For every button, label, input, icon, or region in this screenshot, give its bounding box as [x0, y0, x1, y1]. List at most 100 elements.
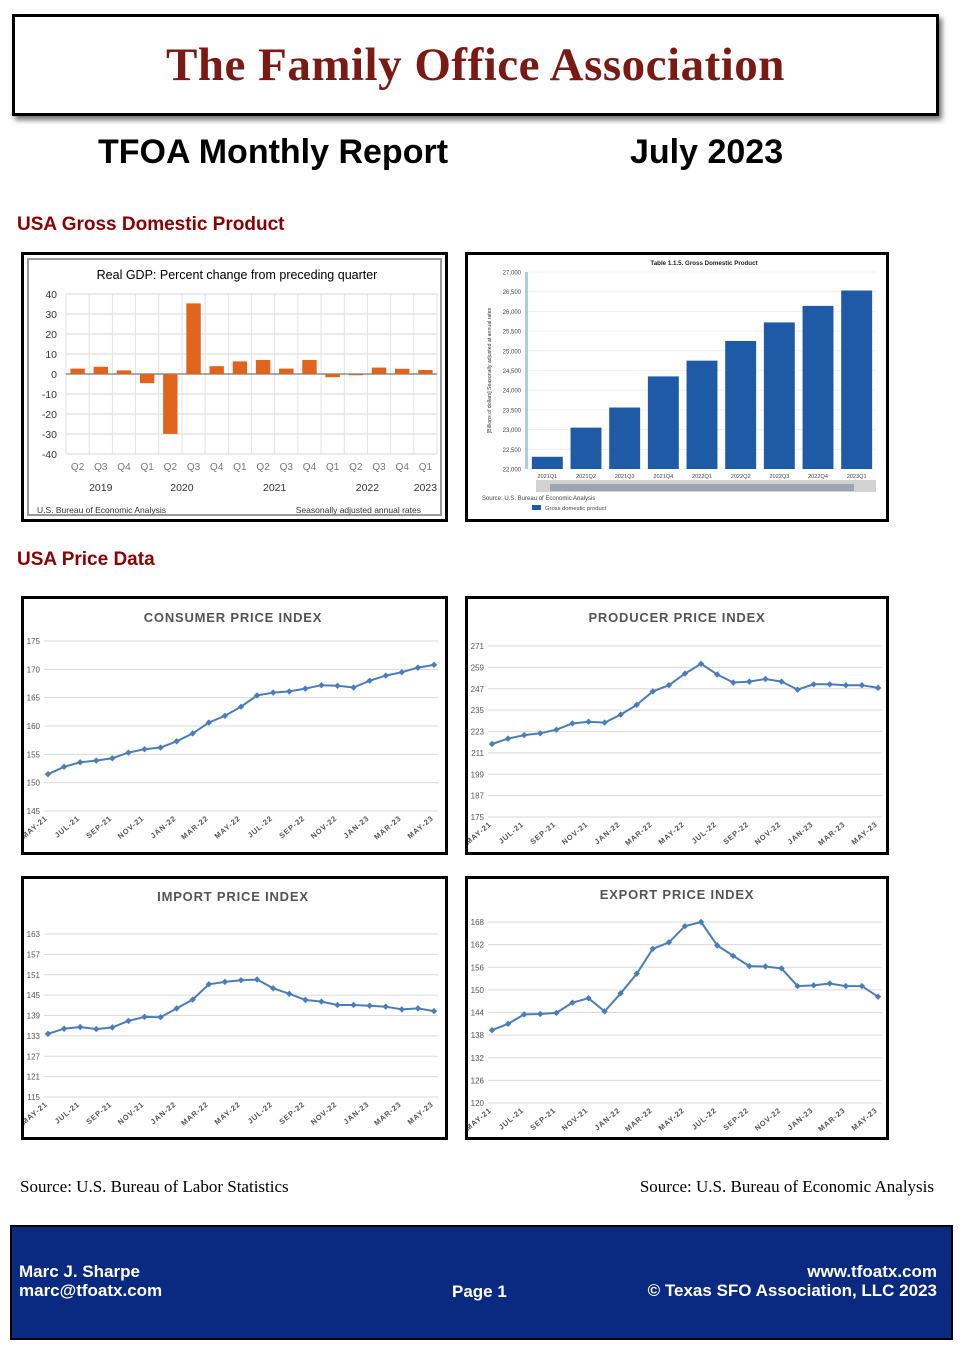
ppi-xtick: MAR-22 [623, 820, 654, 848]
exp-point [504, 1020, 512, 1028]
ppi-point [649, 688, 657, 695]
gdp-change-quarter-label: Q3 [280, 462, 294, 473]
gdp-change-bar [325, 374, 340, 378]
cpi-point [157, 744, 164, 751]
gdp-level-ytick: 26,500 [503, 290, 522, 296]
org-name: The Family Office Association [166, 39, 785, 91]
exp-point [874, 993, 882, 1000]
gdp-change-quarter-label: Q3 [372, 462, 386, 473]
imp-point [141, 1013, 148, 1021]
ppi-point [633, 701, 640, 708]
imp-xtick: JUL-21 [53, 1100, 82, 1126]
imp-xtick: MAY-22 [213, 1100, 243, 1127]
cpi-chart: CONSUMER PRICE INDEX 145 150 155 160 165 170 17… [24, 610, 438, 842]
imp-xtick: MAR-22 [179, 1100, 210, 1128]
exp-point [762, 963, 769, 970]
ppi-point [504, 735, 512, 742]
gdp-level-chart-panel: Table 1.1.5. Gross Domestic Product 22,00… [465, 252, 889, 522]
ppi-xtick: MAY-22 [657, 820, 687, 847]
gdp-level-bar [570, 427, 602, 469]
gdp-change-bar [255, 360, 271, 374]
cpi-point [398, 668, 406, 676]
gdp-change-ytick: -30 [42, 429, 57, 441]
gdp-change-note: Seasonally adjusted annual rates [296, 505, 421, 515]
gdp-level-bar [841, 290, 873, 469]
gdp-change-bar [70, 368, 85, 374]
page-number: Page 1 [452, 1282, 507, 1301]
cpi-point [382, 672, 389, 679]
gdp-level-ytick: 24,500 [503, 369, 522, 375]
exp-xtick: MAY-22 [657, 1106, 687, 1133]
imp-point [350, 1001, 357, 1009]
gdp-change-bar [395, 368, 410, 374]
gdp-level-ytick: 27,000 [503, 271, 522, 277]
ppi-point [842, 681, 850, 689]
gdp-level-ytick: 25,000 [503, 349, 522, 355]
cpi-xtick: MAY-21 [24, 814, 49, 841]
exp-point [697, 918, 705, 926]
exp-point [633, 970, 640, 977]
ppi-point [665, 681, 673, 689]
export-price-chart-panel: EXPORT PRICE INDEX 120 126 132 138 144 150 156 1… [465, 876, 889, 1140]
gdp-section-heading: USA Gross Domestic Product [17, 214, 285, 235]
gdp-change-ytick: -10 [42, 389, 57, 401]
imp-point [237, 976, 245, 984]
gdp-change-ytick: -20 [42, 409, 57, 421]
footer-right: www.tfoatx.com © Texas SFO Association, … [648, 1262, 937, 1300]
imp-xtick: NOV-22 [309, 1100, 339, 1127]
imp-point [76, 1023, 84, 1031]
gdp-level-bar [802, 305, 834, 469]
price-section-heading: USA Price Data [17, 549, 155, 570]
gdp-level-ytick: 25,500 [503, 330, 522, 336]
imp-point [44, 1030, 52, 1038]
author-email[interactable]: marc@tfoatx.com [19, 1281, 163, 1300]
ppi-ytick: 223 [471, 728, 485, 737]
gdp-level-ytick: 24,000 [503, 389, 522, 395]
gdp-change-year-label: 2021 [263, 482, 287, 494]
cpi-point [350, 684, 357, 691]
gdp-change-bar [93, 366, 108, 374]
gdp-change-ytick: 0 [51, 369, 57, 381]
website-link[interactable]: www.tfoatx.com [807, 1262, 937, 1281]
gdp-level-xtick: 2022Q1 [692, 474, 712, 480]
cpi-point [173, 738, 180, 745]
gdp-level-xtick: 2022Q3 [769, 474, 789, 480]
exp-xtick: JAN-22 [593, 1106, 622, 1133]
ppi-ytick: 211 [471, 749, 484, 758]
cpi-xtick: JAN-22 [149, 814, 178, 841]
imp-point [125, 1017, 132, 1025]
exp-point [826, 980, 833, 987]
gdp-change-bar [418, 370, 433, 374]
exp-xtick: MAY-23 [850, 1106, 880, 1133]
gdp-change-quarter-label: Q4 [303, 462, 317, 473]
import-price-chart: IMPORT PRICE INDEX 115 121 127 133 139 145 151 1… [24, 889, 438, 1128]
ppi-ytick: 271 [471, 642, 485, 651]
gdp-level-title: Table 1.1.5. Gross Domestic Product [650, 260, 757, 267]
cpi-xtick: MAR-23 [372, 814, 403, 842]
imp-xtick: JAN-23 [342, 1100, 371, 1127]
ppi-point [537, 730, 544, 737]
report-date: July 2023 [630, 133, 784, 171]
gdp-level-xtick: 2022Q2 [731, 474, 751, 480]
export-price-chart: EXPORT PRICE INDEX 120 126 132 138 144 150 156 1… [468, 887, 882, 1134]
gdp-change-quarter-label: Q2 [71, 462, 85, 473]
ppi-point [810, 681, 817, 688]
cpi-xtick: JUL-21 [53, 814, 82, 840]
exp-point [810, 982, 817, 989]
cpi-title: CONSUMER PRICE INDEX [144, 610, 323, 625]
exp-xtick: NOV-21 [560, 1106, 590, 1133]
gdp-change-bar [232, 361, 248, 374]
cpi-point [430, 661, 438, 668]
ppi-ytick: 175 [471, 813, 485, 822]
exp-point [681, 922, 689, 930]
gdp-change-bar [163, 374, 178, 434]
gdp-level-ytick: 22,500 [503, 448, 522, 454]
cpi-point [334, 682, 341, 689]
ppi-xtick: MAR-23 [816, 820, 847, 848]
gdp-level-source: Source: U.S. Bureau of Economic Analysis [482, 496, 595, 502]
exp-point [730, 952, 737, 960]
ppi-xtick: JAN-23 [786, 820, 815, 847]
ppi-point [553, 726, 560, 733]
cpi-xtick: SEP-21 [84, 814, 113, 841]
cpi-ytick: 175 [27, 637, 41, 646]
